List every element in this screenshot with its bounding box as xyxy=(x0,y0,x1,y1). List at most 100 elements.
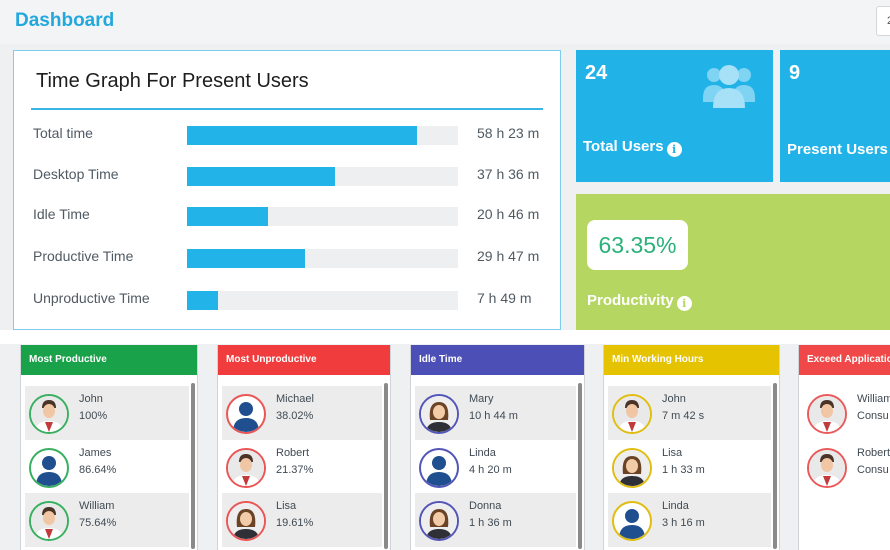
time-row-value: 37 h 36 m xyxy=(477,166,540,182)
avatar xyxy=(226,501,266,541)
list-item[interactable]: Michael 38.02% xyxy=(222,386,382,440)
progress-track xyxy=(187,249,458,268)
user-silhouette-icon xyxy=(426,456,452,486)
present-users-tile[interactable]: 9 Present Users xyxy=(780,50,890,182)
user-name: John xyxy=(662,393,686,405)
productivity-tile[interactable]: 63.35% Productivity i xyxy=(576,194,890,330)
user-value: 75.64% xyxy=(79,517,117,529)
time-row-value: 7 h 49 m xyxy=(477,290,532,306)
user-photo xyxy=(31,503,67,539)
list-item[interactable]: John 7 m 42 s xyxy=(608,386,771,440)
user-photo xyxy=(31,396,67,432)
user-silhouette-icon xyxy=(233,402,259,432)
progress-fill xyxy=(187,291,219,310)
progress-fill xyxy=(187,249,305,268)
scrollbar[interactable] xyxy=(578,383,582,549)
progress-fill xyxy=(187,207,269,226)
list-item[interactable]: Robert Consu xyxy=(803,440,890,494)
present-users-label: Present Users xyxy=(787,141,888,158)
time-row-total: Total time 58 h 23 m xyxy=(14,123,562,145)
user-photo xyxy=(421,503,457,539)
list-item[interactable]: William Consu xyxy=(803,386,890,440)
user-value: 100% xyxy=(79,410,108,422)
user-silhouette-icon xyxy=(36,456,62,486)
list-item[interactable]: William 75.64% xyxy=(25,493,189,547)
panel-header: Min Working Hours xyxy=(604,345,779,375)
avatar xyxy=(29,501,69,541)
panel-most-unproductive: Most Unproductive Michael 38.02% Robert … xyxy=(217,345,391,550)
present-users-count: 9 xyxy=(789,62,801,84)
user-name: Linda xyxy=(469,447,496,459)
avatar xyxy=(419,501,459,541)
list-item[interactable]: Lisa 19.61% xyxy=(222,493,382,547)
user-value: Consu xyxy=(857,464,889,476)
list-item[interactable]: Linda 3 h 16 m xyxy=(608,493,771,547)
user-name: William xyxy=(857,393,890,405)
info-icon[interactable]: i xyxy=(666,142,682,157)
list-item[interactable]: Lisa 1 h 33 m xyxy=(608,440,771,494)
time-row-label: Desktop Time xyxy=(33,166,119,182)
user-name: Robert xyxy=(857,447,890,459)
user-name: James xyxy=(79,447,112,459)
user-photo xyxy=(228,503,264,539)
user-value: 10 h 44 m xyxy=(469,410,518,422)
user-photo xyxy=(614,396,650,432)
avatar xyxy=(226,394,266,434)
panel-exceed-application: Exceed Application William Consu Robert … xyxy=(798,345,890,550)
avatar xyxy=(807,448,847,488)
user-value: 86.64% xyxy=(79,464,117,476)
avatar xyxy=(419,394,459,434)
section-divider xyxy=(0,330,890,344)
time-row-value: 58 h 23 m xyxy=(477,125,540,141)
panel-idle-time: Idle Time Mary 10 h 44 m Linda 4 h 20 m … xyxy=(410,345,585,550)
list-item[interactable]: Mary 10 h 44 m xyxy=(415,386,576,440)
scrollbar[interactable] xyxy=(384,383,388,549)
list-item[interactable]: John 100% xyxy=(25,386,189,440)
avatar xyxy=(612,501,652,541)
productivity-percentage: 63.35% xyxy=(587,220,688,270)
user-name: William xyxy=(79,500,115,512)
avatar xyxy=(419,448,459,488)
time-row-label: Productive Time xyxy=(33,248,134,264)
user-name: Robert xyxy=(276,447,310,459)
time-row-productive: Productive Time 29 h 47 m xyxy=(14,246,562,268)
total-users-label: Total Users i xyxy=(583,138,682,157)
header-bar: Dashboard 2 xyxy=(0,0,890,44)
avatar xyxy=(29,394,69,434)
info-icon[interactable]: i xyxy=(676,296,692,311)
scrollbar[interactable] xyxy=(773,383,777,549)
user-name: Linda xyxy=(662,500,689,512)
productivity-text: Productivity xyxy=(587,292,674,309)
page-title: Dashboard xyxy=(15,10,115,31)
total-users-text: Total Users xyxy=(583,138,664,155)
user-photo xyxy=(809,450,845,486)
user-photo xyxy=(228,450,264,486)
progress-track xyxy=(187,126,458,145)
panel-header: Most Productive xyxy=(21,345,197,375)
panel-min-working-hours: Min Working Hours John 7 m 42 s Lisa 1 h… xyxy=(603,345,780,550)
user-value: 1 h 36 m xyxy=(469,517,512,529)
avatar xyxy=(807,394,847,434)
avatar xyxy=(226,448,266,488)
list-item[interactable]: Linda 4 h 20 m xyxy=(415,440,576,494)
user-name: Lisa xyxy=(276,500,297,512)
list-item[interactable]: Robert 21.37% xyxy=(222,440,382,494)
list-item[interactable]: James 86.64% xyxy=(25,440,189,494)
scrollbar[interactable] xyxy=(191,383,195,549)
user-value: 4 h 20 m xyxy=(469,464,512,476)
time-row-label: Idle Time xyxy=(33,206,90,222)
time-graph-card: Time Graph For Present Users Total time … xyxy=(13,50,561,330)
panel-header: Idle Time xyxy=(411,345,584,375)
total-users-count: 24 xyxy=(585,62,608,84)
total-users-tile[interactable]: 24 Total Users i xyxy=(576,50,773,182)
date-range-picker[interactable]: 2 xyxy=(876,6,890,36)
list-item[interactable]: Donna 1 h 36 m xyxy=(415,493,576,547)
user-photo xyxy=(614,450,650,486)
user-value: 7 m 42 s xyxy=(662,410,705,422)
panel-most-productive: Most Productive John 100% James 86.64% W… xyxy=(20,345,198,550)
user-name: John xyxy=(79,393,103,405)
user-name: Mary xyxy=(469,393,494,405)
progress-track xyxy=(187,167,458,186)
time-graph-title: Time Graph For Present Users xyxy=(36,70,309,92)
panel-header: Most Unproductive xyxy=(218,345,390,375)
